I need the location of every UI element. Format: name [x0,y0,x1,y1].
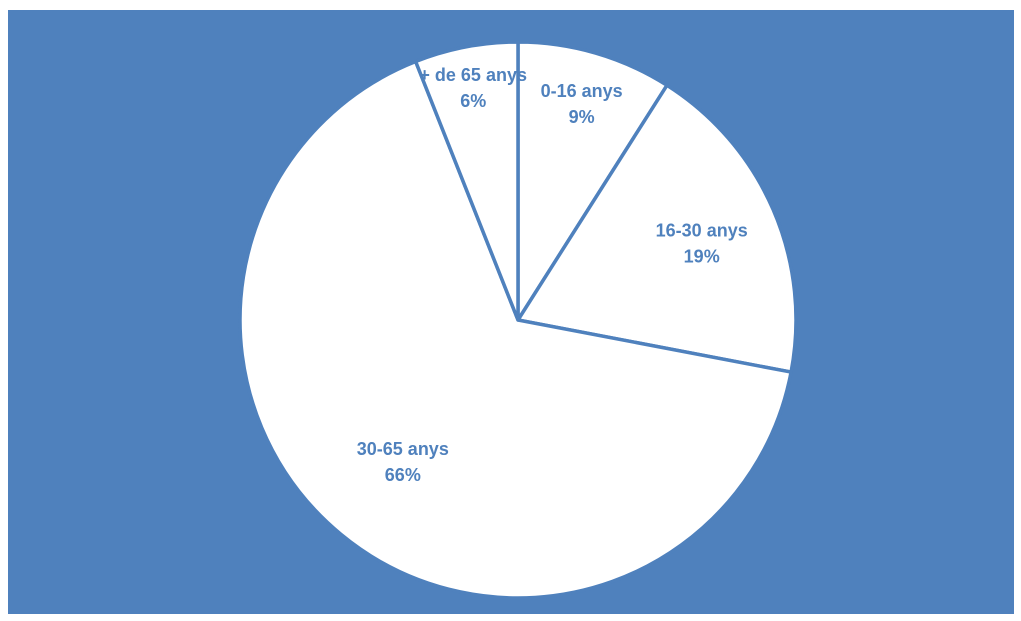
slice-category-label: 16-30 anys [656,221,748,241]
pie-slice-0-16-anys [516,40,669,322]
slice-category-label: 30-65 anys [357,439,449,459]
chart-area: 0-16 anys 9% 16-30 anys 19% 30-65 anys 66% + d… [8,10,1014,614]
slice-category-label: + de 65 anys [419,65,527,85]
slice-category-label: 0-16 anys [541,81,623,101]
slice-percent-label: 9% [569,107,595,127]
slice-percent-label: 6% [460,91,486,111]
pie-labels: 0-16 anys 9% 16-30 anys 19% 30-65 anys 66% + d… [357,65,748,485]
pie-slice-de-65-anys [413,40,520,322]
pie-slice-16-30-anys [516,83,798,374]
slice-percent-label: 66% [385,465,421,485]
pie-slice-30-65-anys [238,59,793,600]
pie-chart: 0-16 anys 9% 16-30 anys 19% 30-65 anys 66% + d… [238,40,798,600]
slice-percent-label: 19% [684,247,720,267]
pie-slices [238,40,798,600]
